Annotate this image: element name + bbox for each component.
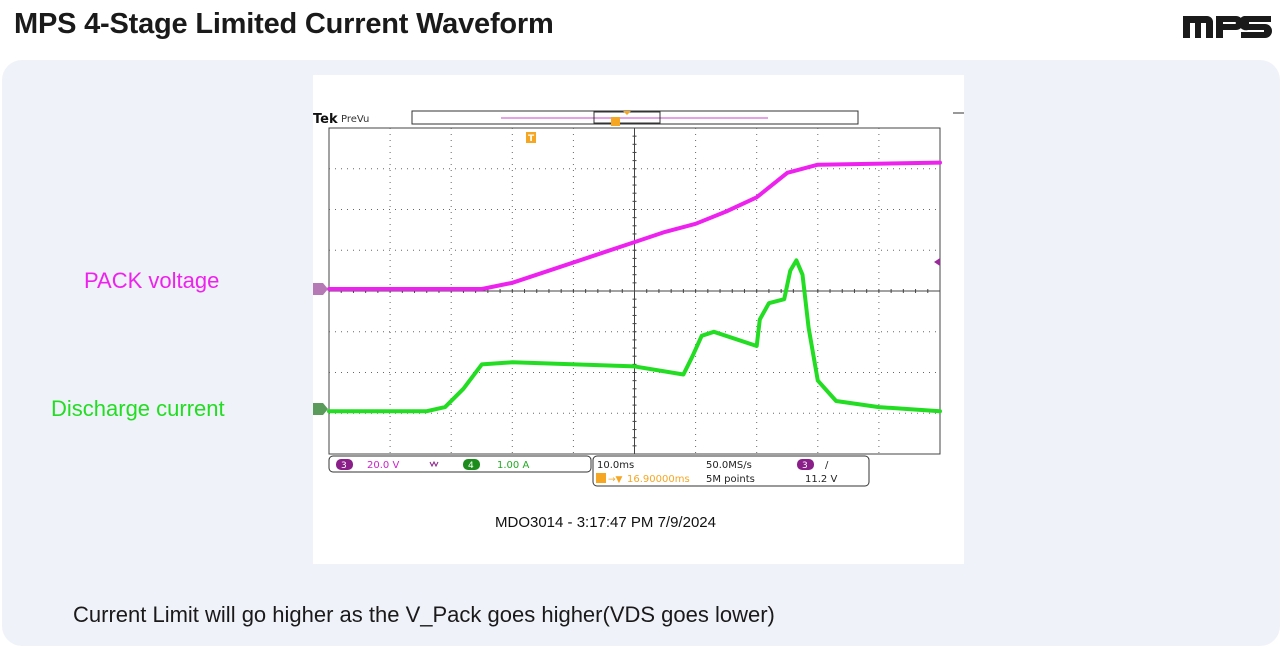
header: MPS 4-Stage Limited Current Waveform [0,0,1283,58]
page-title: MPS 4-Stage Limited Current Waveform [14,8,554,40]
time-per-div: 10.0ms [597,460,634,471]
vertical-readout-box [328,455,592,473]
discharge-current-label: Discharge current [51,396,225,421]
trigger-marker-label: T [528,134,535,144]
ch3-scale: 20.0 V [367,460,399,471]
trigger-delay-arrow: →▼ [608,475,623,485]
capture-timestamp: MDO3014 - 3:17:47 PM 7/9/2024 [495,514,716,531]
ch3-ground-marker [313,283,328,295]
scope-mode: PreVu [341,114,369,125]
trigger-position-marker [611,117,620,126]
ch3-badge [336,459,353,470]
pack-voltage-trace [327,160,942,291]
oscilloscope-screenshot: Tek PreVu T 3 20.0 V 4 1.00 A 10.0ms 50.… [313,75,964,564]
bandwidth-limit-icon [429,460,439,468]
trigger-source-badge [797,459,814,470]
ch4-badge [463,459,480,470]
trigger-level: 11.2 V [805,474,837,485]
trigger-marker-icon [526,132,536,143]
trigger-delay-icon [596,473,606,483]
record-length: 5M points [706,474,755,485]
pack-voltage-label: PACK voltage [84,268,220,293]
ch3-badge-label: 3 [341,461,347,471]
sample-rate: 50.0MS/s [706,460,752,471]
scope-brand: Tek [313,112,338,127]
expansion-point-icon [623,111,631,115]
trigger-slope-icon: / [825,460,829,471]
ch4-badge-label: 4 [468,461,474,471]
discharge-current-trace [327,258,942,414]
footnote: Current Limit will go higher as the V_Pa… [73,602,775,627]
record-view-frame [411,110,859,125]
trigger-source-label: 3 [802,461,808,471]
waveforms [327,160,942,414]
oscilloscope-chart: Tek PreVu T 3 20.0 V 4 1.00 A 10.0ms 50.… [313,110,964,531]
trigger-delay: 16.90000ms [627,474,690,485]
trigger-level-marker [934,258,940,266]
ch4-ground-marker [313,403,328,415]
mps-logo [1183,16,1272,38]
ch4-scale: 1.00 A [497,460,529,471]
